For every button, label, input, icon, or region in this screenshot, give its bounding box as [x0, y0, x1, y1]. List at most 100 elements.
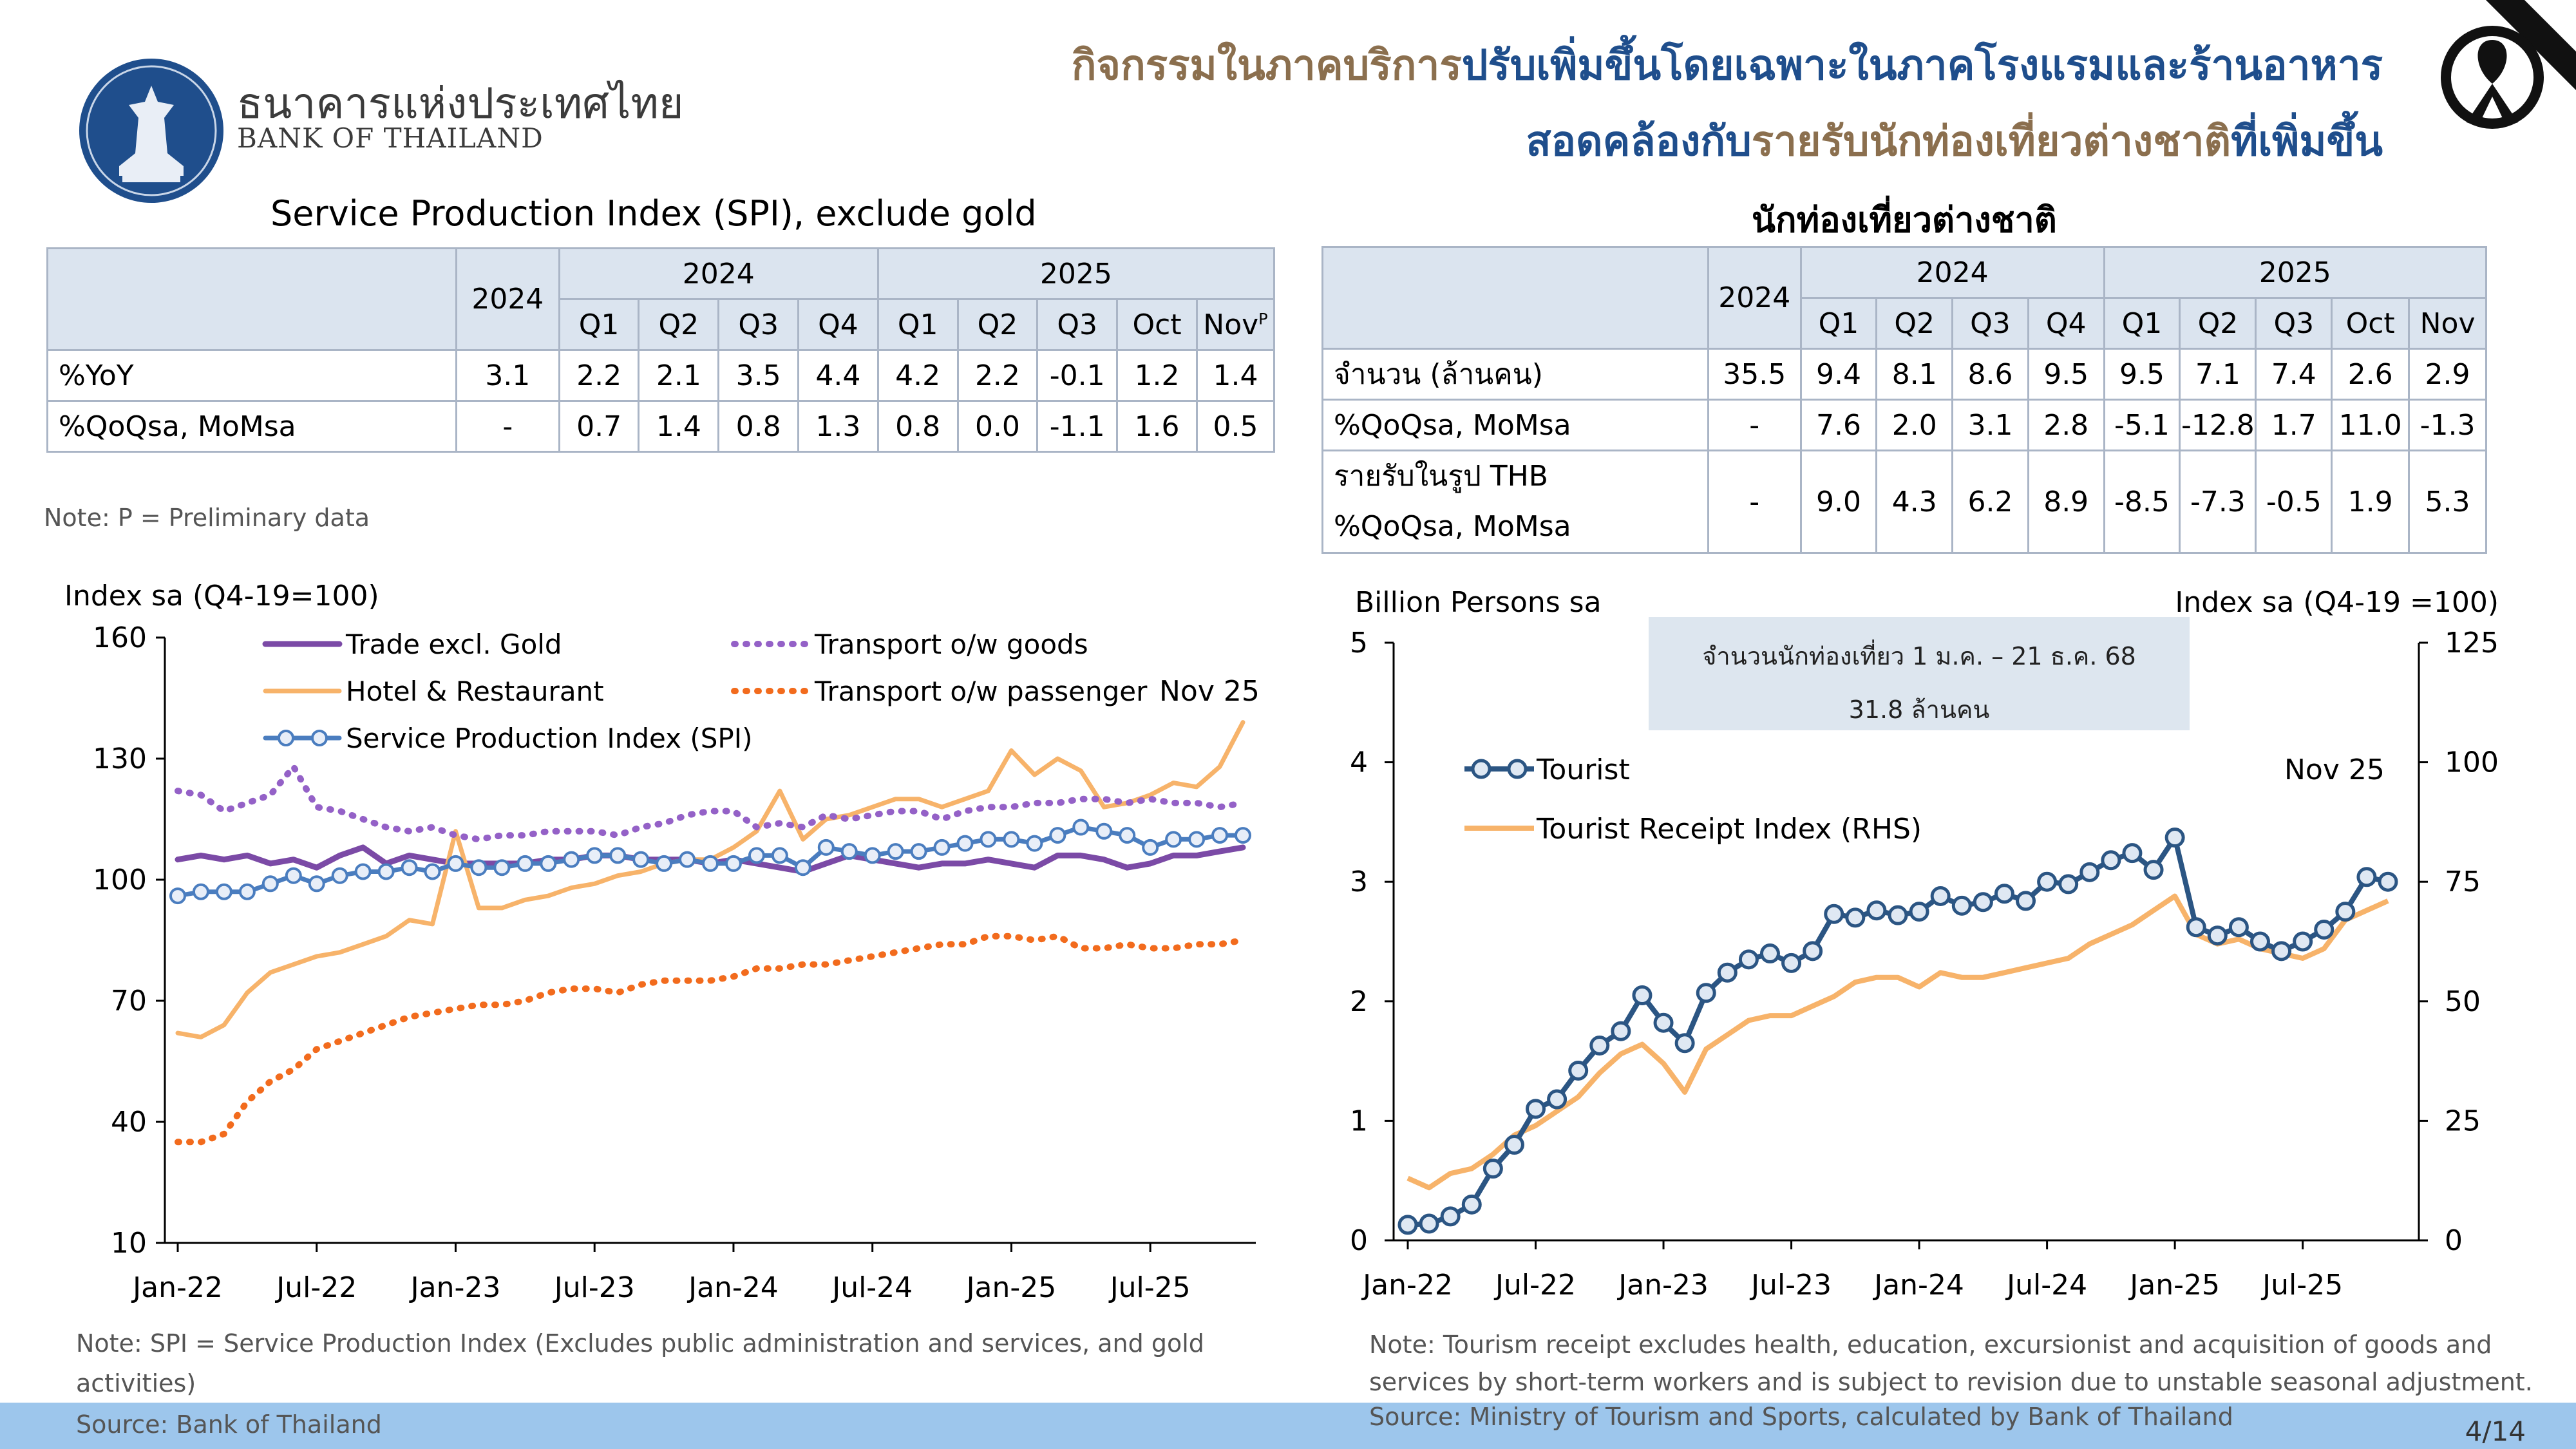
table-cell: 4.3 [1875, 450, 1954, 554]
row-label: %YoY [46, 349, 457, 402]
chart1-series-point [679, 851, 696, 868]
chart2-y-tick-label-right: 125 [2445, 627, 2499, 659]
chart1-series-point [1165, 831, 1182, 848]
table-row: จำนวน (ล้านคน) 35.5 9.4 8.1 8.6 9.5 9.5 … [1321, 348, 2487, 401]
table-cell: 7.4 [2255, 348, 2333, 401]
chart2-series-point [1866, 900, 1887, 921]
chart2-series-point [1930, 886, 1951, 906]
chart2-series-point [2101, 850, 2121, 871]
chart1-series-point [1235, 827, 1251, 844]
chart1-series-point [1188, 831, 1206, 848]
chart1-series-point [261, 875, 279, 893]
table-cell: 8.6 [1951, 348, 2029, 401]
chart1-series-point [910, 843, 927, 860]
chart1-series-point [493, 859, 511, 876]
chart1-y-tick-label: 40 [111, 1106, 147, 1139]
spi-col-header: Oct [1116, 298, 1198, 351]
chart2-note-line-1: Note: Tourism receipt excludes health, e… [1369, 1331, 2492, 1359]
table-cell: -0.1 [1036, 349, 1119, 402]
chart2-series-point [1653, 1012, 1674, 1033]
chart1-series-point [817, 838, 835, 856]
chart2-series-point [1547, 1089, 1567, 1110]
chart1-series-point [794, 859, 811, 876]
table-row: %QoQsa, MoMsa - 0.7 1.4 0.8 1.3 0.8 0.0 … [46, 400, 1276, 453]
spi-table-title: Service Production Index (SPI), exclude … [270, 193, 1037, 234]
table-cell: 9.5 [2027, 348, 2105, 401]
table-cell: 1.3 [797, 400, 879, 453]
chart2-series-point [2249, 931, 2270, 952]
spi-header-group-2025: 2025 [876, 247, 1276, 300]
tourist-header-year: 2024 [1707, 246, 1802, 350]
tourist-col-header: Q1 [1799, 297, 1878, 350]
chart1-series-point [1072, 819, 1090, 836]
chart2-series-point [2378, 871, 2398, 892]
tourist-table-title: นักท่องเที่ยวต่างชาติ [1752, 200, 2057, 240]
chart2-series-point [2058, 874, 2079, 895]
bank-name-english: BANK OF THAILAND [237, 122, 544, 154]
chart1-x-tick-label: Jul-22 [274, 1271, 357, 1304]
chart1-series-point [377, 863, 395, 880]
chart1-x-tick-label: Jan-23 [409, 1271, 501, 1304]
chart2-series-point [1994, 884, 2014, 904]
chart1-legend-label: Transport o/w passenger [814, 676, 1148, 707]
footer-source: Source: Bank of Thailand [76, 1410, 382, 1439]
chart1-series-point [887, 843, 904, 860]
table-cell: 8.9 [2027, 450, 2105, 554]
table-cell: 0.7 [558, 400, 640, 453]
chart1-ylabel: Index sa (Q4-19=100) [64, 580, 379, 612]
tourist-col-header: Q2 [2179, 297, 2257, 350]
chart2-legend-marker [1507, 759, 1528, 779]
table-cell: -1.3 [2408, 399, 2487, 451]
chart1-x-tick-label: Jul-25 [1108, 1271, 1191, 1304]
chart2-x-tick-label: Jul-23 [1749, 1269, 1832, 1302]
spi-header-year: 2024 [455, 247, 560, 351]
chart2-x-tick-label: Jul-24 [2005, 1269, 2087, 1302]
headline-line-1: กิจกรรมในภาคบริการปรับเพิ่มขึ้นโดยเฉพาะใ… [1072, 32, 2383, 98]
chart2-y-tick-label-left: 3 [1350, 866, 1368, 898]
chart2-series-point [2293, 931, 2313, 952]
tourist-col-header: Q2 [1875, 297, 1954, 350]
chart2-series-point [1568, 1060, 1589, 1081]
chart1-y-tick-label: 160 [93, 621, 147, 654]
spi-col-header-nov: NovP [1195, 298, 1276, 351]
tourist-info-line-2: 31.8 ล้านคน [1848, 696, 1990, 724]
table-cell: 0.8 [876, 400, 959, 453]
table-row: รายรับในรูป THB %QoQsa, MoMsa - 9.0 4.3 6… [1321, 450, 2487, 554]
chart2-series-point [1845, 907, 1866, 928]
chart2-ylabel-left: Billion Persons sa [1355, 586, 1602, 619]
tourist-header-blank [1321, 246, 1709, 350]
chart1-annotation: Nov 25 [1159, 675, 1260, 708]
chart2-series-point [1803, 941, 1823, 961]
chart1-series-point [586, 847, 603, 864]
chart2-x-tick-label: Jan-23 [1616, 1269, 1709, 1302]
chart1-y-tick-label: 100 [93, 864, 147, 896]
chart1-series-point [933, 838, 951, 856]
table-cell: 2.6 [2331, 348, 2410, 401]
chart1-x-tick-label: Jan-25 [965, 1271, 1057, 1304]
chart2-series-point [1504, 1135, 1524, 1155]
chart1-x-tick-label: Jul-24 [830, 1271, 913, 1304]
chart2-series-point [1909, 902, 1929, 922]
table-cell: 0.0 [956, 400, 1039, 453]
chart1-x-tick-label: Jan-22 [131, 1271, 223, 1304]
headline-2-part-3: ที่เพิ่มขึ้น [2231, 118, 2383, 166]
chart1-series-point [540, 855, 557, 872]
table-cell: 2.9 [2408, 348, 2487, 401]
chart2-series-point [1397, 1215, 1418, 1235]
chart1-note-line-2: activities) [76, 1369, 196, 1397]
chart2-series-point [1461, 1194, 1482, 1215]
chart1-series-point [609, 847, 627, 864]
chart2-series-point [1973, 892, 1993, 913]
chart1-series-point [563, 851, 580, 868]
spi-col-header: Q2 [956, 298, 1039, 351]
chart1-y-tick-label: 10 [111, 1227, 147, 1260]
chart2-ylabel-right: Index sa (Q4-19 =100) [2175, 586, 2499, 619]
tourist-info-box: จำนวนนักท่องเที่ยว 1 ม.ค. – 21 ธ.ค. 68 3… [1649, 617, 2190, 730]
chart2-source: Source: Ministry of Tourism and Sports, … [1369, 1403, 2233, 1431]
chart1-series-point [632, 851, 650, 868]
chart1-series-point [470, 859, 488, 876]
table-cell: 4.4 [797, 349, 879, 402]
spi-col-nov-label: Nov [1203, 308, 1259, 341]
table-cell: 1.4 [638, 400, 720, 453]
table-cell: -5.1 [2103, 399, 2181, 451]
